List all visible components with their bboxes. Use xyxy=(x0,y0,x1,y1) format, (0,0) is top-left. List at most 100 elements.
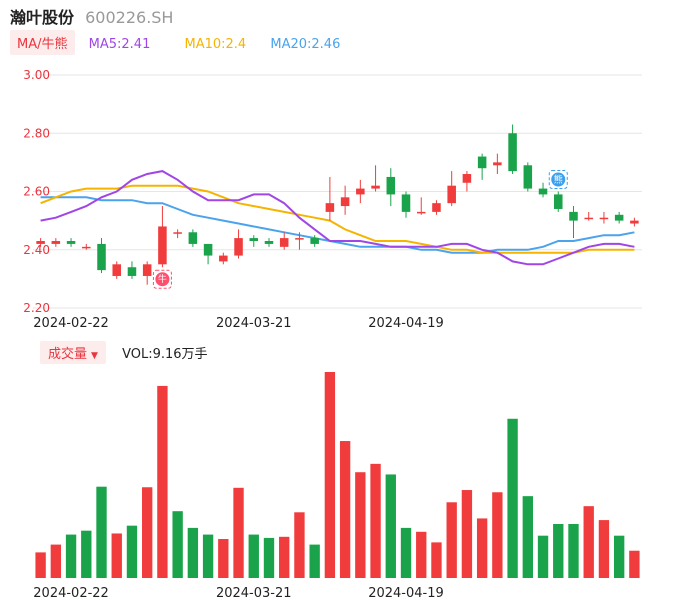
volume-bar xyxy=(339,441,351,578)
volume-indicator-dropdown[interactable]: 成交量 ▼ xyxy=(40,341,106,364)
volume-bar xyxy=(355,472,366,578)
candle-body xyxy=(538,188,548,195)
candle xyxy=(203,243,213,265)
volume-bar xyxy=(263,537,275,578)
volume-bar xyxy=(172,511,183,578)
volume-bar xyxy=(294,512,305,578)
candle xyxy=(173,229,182,239)
candle xyxy=(462,171,472,192)
candle-body xyxy=(447,185,456,204)
caret-down-icon: ▼ xyxy=(91,351,98,361)
candle xyxy=(219,252,228,265)
volume-bar xyxy=(446,502,457,578)
volume-bar xyxy=(522,496,533,578)
ma5-line xyxy=(40,170,635,266)
volume-bar xyxy=(309,544,320,578)
candle-body xyxy=(219,255,228,262)
candle-body xyxy=(340,197,350,207)
candle xyxy=(325,176,335,221)
volume-bar xyxy=(126,525,138,578)
volume-indicator-label: 成交量 xyxy=(48,347,88,362)
volume-bar xyxy=(385,474,396,578)
ma10-value: MA10:2.4 xyxy=(184,37,247,52)
candle xyxy=(264,238,274,247)
candle xyxy=(51,238,61,247)
candle-body xyxy=(599,217,609,220)
ma-indicator-tab[interactable]: MA/牛熊 xyxy=(10,30,75,55)
ma10-line xyxy=(40,184,635,254)
volume-bar xyxy=(65,534,77,578)
candle-body xyxy=(279,238,289,247)
candle-body xyxy=(477,156,487,169)
candle-body xyxy=(188,232,198,244)
candle-body xyxy=(82,246,91,249)
bull-marker-label: 牛 xyxy=(158,273,167,285)
candle-body xyxy=(432,203,441,212)
candle-body xyxy=(234,238,243,256)
volume-bar xyxy=(416,531,427,578)
candle-body xyxy=(158,226,167,265)
candle-body xyxy=(416,211,426,214)
x-tick-label: 2024-02-22 xyxy=(33,316,109,331)
volume-bar xyxy=(50,544,62,578)
candle-body xyxy=(97,243,106,271)
candle xyxy=(36,238,45,247)
candle xyxy=(614,211,624,224)
volume-bar xyxy=(187,527,199,578)
candle xyxy=(630,217,639,227)
candle-body xyxy=(142,264,152,276)
y-tick-label: 2.20 xyxy=(23,301,50,315)
x-tick-label: 2024-04-19 xyxy=(368,586,444,601)
candle-body xyxy=(66,241,76,244)
volume-bar xyxy=(537,535,549,578)
candle-body xyxy=(127,267,137,276)
volume-bar xyxy=(370,463,381,578)
candle xyxy=(249,235,259,247)
candle xyxy=(82,243,91,250)
volume-bar xyxy=(202,534,214,578)
volume-bar xyxy=(96,486,107,578)
volume-legend: 成交量 ▼ VOL:9.16万手 xyxy=(40,341,208,364)
ma-legend: MA/牛熊 MA5:2.41 MA10:2.4 MA20:2.46 xyxy=(10,30,340,55)
candle xyxy=(127,261,137,279)
candle xyxy=(97,238,106,274)
ma-lines xyxy=(40,170,635,266)
x-tick-label: 2024-02-22 xyxy=(33,586,109,601)
candle xyxy=(477,153,487,180)
volume-bar xyxy=(461,490,473,578)
y-tick-label: 2.60 xyxy=(23,185,50,199)
bull-marker-frame xyxy=(152,269,172,289)
candle xyxy=(371,165,380,192)
candle xyxy=(493,153,502,175)
candle xyxy=(356,179,365,204)
candle-body xyxy=(36,241,45,244)
signal-markers: 牛熊 xyxy=(152,170,568,289)
candle xyxy=(112,261,122,279)
candle xyxy=(569,206,578,239)
candle-body xyxy=(493,162,502,166)
bull-marker: 牛 xyxy=(152,269,172,289)
volume-bar xyxy=(400,527,412,578)
candle xyxy=(523,162,533,192)
volume-bar xyxy=(431,542,442,578)
volume-bar xyxy=(248,534,259,578)
volume-bar xyxy=(142,487,153,578)
candle-body xyxy=(295,238,304,240)
bear-marker-label: 熊 xyxy=(554,174,563,186)
candle-body xyxy=(614,214,624,221)
candle-body xyxy=(401,194,411,212)
candlestick-series xyxy=(36,124,639,285)
candle-body xyxy=(325,203,335,212)
volume-bar xyxy=(476,518,488,578)
volume-bar xyxy=(568,523,579,578)
candle-body xyxy=(584,217,593,220)
candle xyxy=(310,235,319,247)
price-grid xyxy=(33,74,642,309)
x-tick-label: 2024-03-21 xyxy=(216,586,292,601)
candle-body xyxy=(630,220,639,224)
price-y-axis: 3.00 2.80 2.60 2.40 2.20 xyxy=(23,68,50,315)
volume-bar xyxy=(35,552,46,578)
candle xyxy=(66,238,76,247)
volume-bar xyxy=(629,550,640,578)
